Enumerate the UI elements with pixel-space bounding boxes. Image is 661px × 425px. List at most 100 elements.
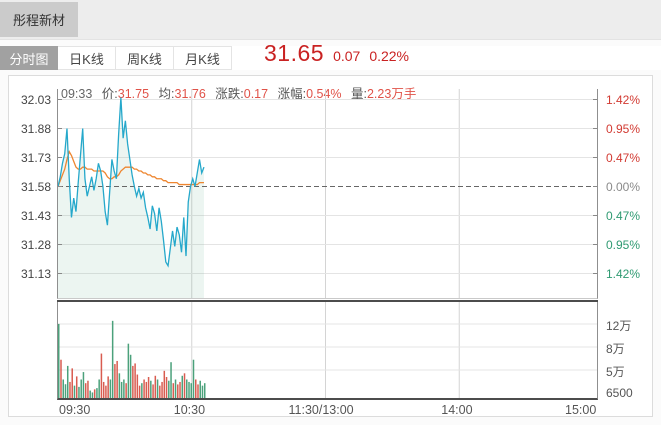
volume-axis-label: 5万 <box>606 365 625 379</box>
stock-name: 彤程新材 <box>12 13 65 28</box>
volume-bar <box>89 390 91 398</box>
price-axis-label: 32.03 <box>20 92 51 107</box>
info-avg-value: 31.76 <box>174 87 206 101</box>
info-volume-label: 量: <box>351 87 367 101</box>
time-axis: 09:30 10:30 11:30/13:00 14:00 15:00 <box>9 403 654 418</box>
price-axis-label: 31.43 <box>20 208 51 223</box>
volume-bar <box>111 320 114 398</box>
price-axis-label: 31.13 <box>20 266 51 281</box>
volume-bar <box>102 381 105 398</box>
price-axis-label: 31.88 <box>20 121 51 136</box>
volume-bar <box>125 383 127 398</box>
price-axis-label: 31.73 <box>20 150 51 165</box>
volume-bar <box>170 362 172 398</box>
volume-bar <box>154 375 157 398</box>
info-price-value: 31.75 <box>117 87 150 101</box>
volume-bar <box>64 384 67 398</box>
info-time: 09:33 <box>61 87 93 101</box>
volume-bar <box>136 374 139 398</box>
volume-bar <box>107 376 109 398</box>
volume-bar <box>129 354 132 398</box>
volume-bar <box>147 377 150 398</box>
price-axis-label: 31.58 <box>20 179 51 194</box>
price-axis-left: 32.03 31.88 31.73 31.58 31.43 31.28 31.13 <box>11 89 53 299</box>
volume-bar <box>58 323 60 398</box>
info-percent-value: 0.54% <box>306 87 342 101</box>
quote-summary: 31.65 0.07 0.22% <box>264 40 409 70</box>
volume-bar <box>69 381 71 398</box>
info-change-label: 涨跌: <box>215 87 244 101</box>
percent-axis-right: 1.42% 0.95% 0.47% 0.00% 0.47% 0.95% 1.42% <box>603 89 651 299</box>
info-price-label: 价: <box>101 87 118 101</box>
chart-type-tab-bar: 分时图 日K线 周K线 月K线 <box>0 46 661 70</box>
time-axis-label: 11:30/13:00 <box>288 403 354 417</box>
volume-bar <box>192 359 195 398</box>
volume-bar <box>138 385 141 398</box>
percent-axis-label: 1.42% <box>606 266 641 281</box>
tab-intraday[interactable]: 分时图 <box>0 46 58 70</box>
volume-bar <box>96 388 98 398</box>
price-change-percent: 0.22% <box>369 48 410 64</box>
last-price: 31.65 <box>264 40 325 66</box>
price-chart-canvas <box>58 89 597 298</box>
info-volume-value: 2.23万手 <box>366 87 417 101</box>
volume-bar <box>172 383 175 398</box>
volume-bar <box>188 381 190 398</box>
volume-bar <box>105 385 107 398</box>
volume-bar <box>60 359 62 398</box>
volume-axis-label: 6500 <box>606 386 633 400</box>
price-change: 0.07 <box>333 48 361 64</box>
time-axis-label: 10:30 <box>173 403 206 417</box>
volume-bar <box>127 343 130 398</box>
tab-daily-k[interactable]: 日K线 <box>58 46 116 70</box>
volume-bar <box>98 379 100 398</box>
volume-bar <box>120 381 123 398</box>
percent-axis-label: 0.95% <box>606 121 641 136</box>
percent-axis-label: 0.00% <box>606 179 641 194</box>
volume-bar <box>152 384 154 398</box>
percent-axis-label: 0.47% <box>606 208 641 223</box>
volume-bar <box>132 365 134 398</box>
window-top-bar: 彤程新材 <box>0 0 661 40</box>
volume-bar <box>80 379 82 398</box>
volume-axis-label: 8万 <box>606 342 625 356</box>
stock-name-tab[interactable]: 彤程新材 <box>0 2 78 37</box>
volume-bar <box>87 380 89 398</box>
percent-axis-label: 1.42% <box>606 92 641 107</box>
price-line <box>58 97 205 268</box>
info-percent-label: 涨幅: <box>277 87 307 101</box>
volume-bar <box>82 372 85 398</box>
volume-bar <box>145 381 148 398</box>
percent-axis-label: 0.95% <box>606 237 641 252</box>
volume-bar <box>114 364 116 398</box>
volume-bar <box>71 368 73 398</box>
volume-bar <box>168 380 170 398</box>
volume-bar <box>150 380 152 398</box>
volume-bar <box>62 379 64 398</box>
tab-weekly-k[interactable]: 周K线 <box>116 46 174 70</box>
chart-info-bar: 09:33 价:31.75 均:31.76 涨跌:0.17 涨幅:0.54% 量… <box>61 83 416 102</box>
intraday-price-chart[interactable] <box>57 89 598 299</box>
volume-bar <box>174 379 177 398</box>
volume-bar <box>141 383 143 398</box>
volume-chart[interactable] <box>57 302 598 400</box>
volume-bar <box>109 379 112 398</box>
time-axis-label: 15:00 <box>565 403 597 417</box>
volume-axis-label: 12万 <box>606 319 632 333</box>
volume-bar <box>177 384 179 398</box>
pane-separator <box>57 300 598 302</box>
volume-bar <box>73 385 76 398</box>
volume-bar <box>143 379 145 398</box>
info-avg-label: 均: <box>158 87 175 101</box>
volume-bar <box>134 363 136 398</box>
volume-bar <box>165 377 168 398</box>
volume-bar <box>203 383 206 398</box>
volume-bar <box>159 385 161 398</box>
volume-bar <box>199 380 201 398</box>
volume-bar <box>190 383 192 398</box>
tab-monthly-k[interactable]: 月K线 <box>174 46 232 70</box>
volume-bar <box>156 379 159 398</box>
volume-bar <box>163 370 166 398</box>
volume-bar <box>181 375 184 398</box>
